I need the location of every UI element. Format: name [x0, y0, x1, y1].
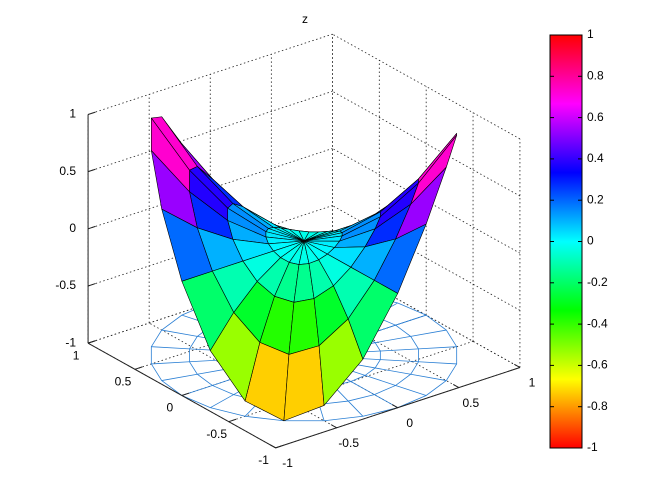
grid-line — [87, 90, 333, 173]
y-tick-label: 0 — [166, 401, 173, 415]
colorbar-tick-label: -0.4 — [587, 316, 608, 330]
colorbar-tick-label: 0.8 — [587, 68, 604, 82]
x-tick — [514, 363, 521, 368]
colorbar-tick-label: 0 — [587, 234, 594, 248]
z-tick-label: 0 — [69, 221, 76, 235]
z-tick-label: -0.5 — [55, 278, 76, 292]
x-tick-label: 0.5 — [462, 396, 479, 410]
z-tick — [87, 168, 96, 173]
surface-face — [288, 298, 320, 355]
chart-title: z — [302, 12, 308, 26]
z-tick-label: 1 — [69, 107, 76, 121]
x-tick-label: -0.5 — [338, 436, 359, 450]
colorbar — [549, 34, 583, 449]
x-tick-label: 1 — [529, 376, 536, 390]
y-tick-label: -0.5 — [206, 427, 227, 441]
x-tick — [330, 424, 337, 429]
x-tick-label: 0 — [406, 416, 413, 430]
grid-line — [87, 33, 333, 115]
colorbar-tick-label: 0.6 — [587, 110, 604, 124]
colorbar-tick-label: -0.8 — [587, 399, 608, 413]
colorbar-tick-label: 0.4 — [587, 151, 604, 165]
y-tick-label: -1 — [258, 453, 269, 467]
colorbar-tick-label: 1 — [587, 27, 594, 41]
x-tick-label: -1 — [282, 456, 293, 470]
y-tick — [228, 418, 237, 423]
x-tick — [391, 404, 398, 409]
z-tick — [87, 283, 96, 287]
y-tick — [181, 392, 190, 396]
x-tick — [452, 384, 460, 389]
y-tick — [275, 444, 284, 449]
x-tick — [269, 444, 276, 449]
z-tick-label: 0.5 — [59, 164, 76, 178]
colorbar-tick-label: -0.2 — [587, 275, 608, 289]
y-tick — [134, 366, 143, 370]
z-tick-label: -1 — [65, 335, 76, 349]
surface-face — [161, 208, 213, 282]
z-tick — [87, 340, 96, 344]
z-tick — [87, 225, 96, 230]
y-tick-label: 0.5 — [115, 374, 132, 388]
colorbar-tick-label: 0.2 — [587, 192, 604, 206]
surface-face — [395, 166, 447, 240]
z-tick — [87, 111, 96, 115]
colorbar-tick-label: -0.6 — [587, 358, 608, 372]
colorbar-tick-label: -1 — [587, 440, 598, 454]
y-tick-label: 1 — [73, 348, 80, 362]
